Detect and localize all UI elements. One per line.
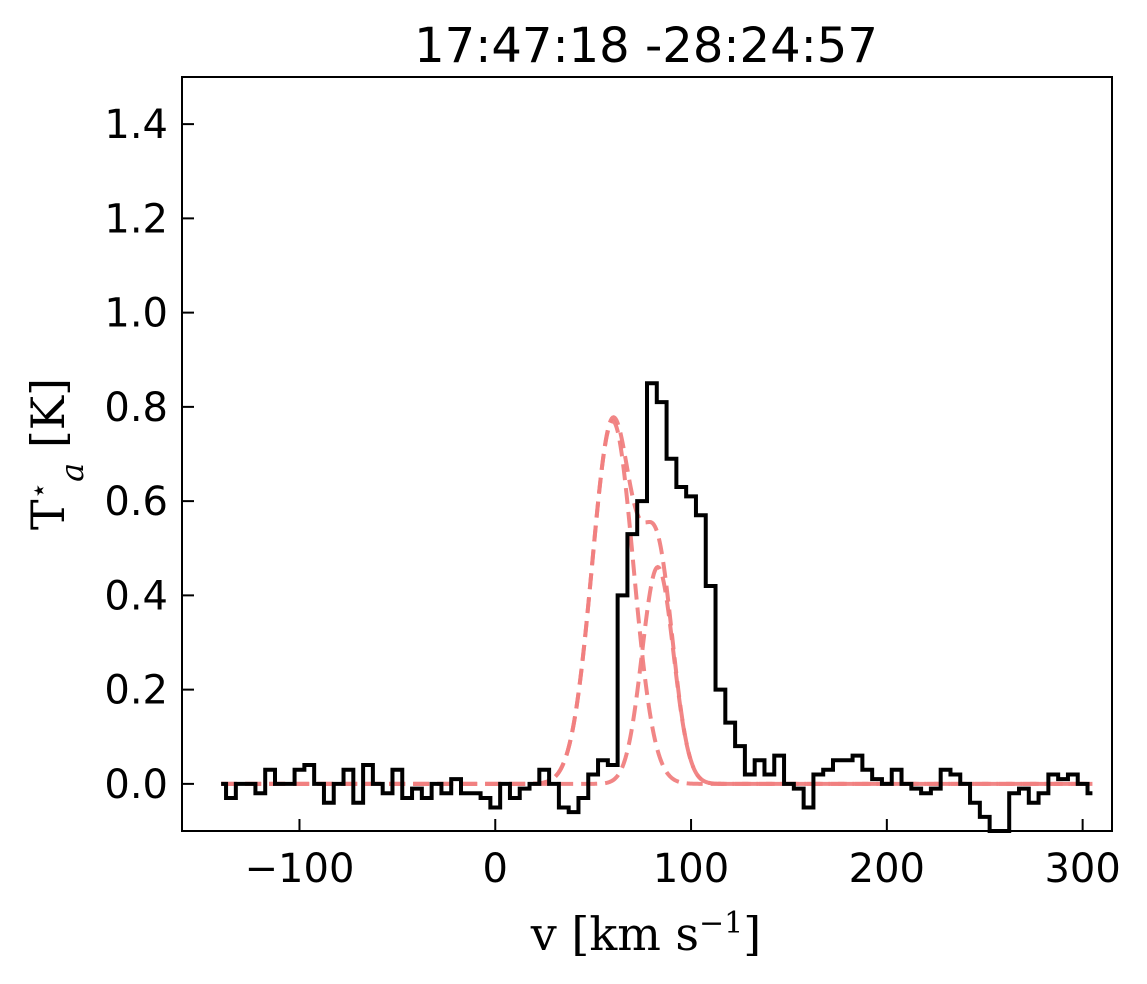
plot-area: −100 0 100 200 300 0.0 0.2 0.4 0.6 0.8 1.0 1.2 1.4 <box>104 76 1121 892</box>
y-tick-label: 1.4 <box>104 102 168 148</box>
y-axis-label-superscript: ⋆ <box>22 482 55 500</box>
y-axis-label-subscript: a <box>53 463 91 482</box>
x-tick-label: 100 <box>653 846 729 892</box>
fit-component-1 <box>221 418 1093 786</box>
x-tick-label: 200 <box>849 846 925 892</box>
x-ticks: −100 0 100 200 300 <box>245 819 1121 892</box>
y-ticks: 0.0 0.2 0.4 0.6 0.8 1.0 1.2 1.4 <box>104 102 194 808</box>
fit-sum-curve <box>221 415 1093 786</box>
y-tick-label: 0.4 <box>104 573 168 619</box>
x-axis-label: v [km s−1] <box>530 906 761 962</box>
y-tick-label: 0.2 <box>104 668 168 714</box>
spectrum-step-line <box>221 381 1093 833</box>
y-tick-label: 1.0 <box>104 291 168 337</box>
series-layer <box>221 381 1093 833</box>
x-tick-label: 300 <box>1044 846 1120 892</box>
y-tick-label: 0.0 <box>104 762 168 808</box>
y-axis-label: T⋆a [K] <box>21 378 91 530</box>
y-tick-label: 0.6 <box>104 479 168 525</box>
x-axis-label-superscript: −1 <box>699 906 743 941</box>
chart-title: 17:47:18 -28:24:57 <box>414 18 878 74</box>
y-tick-label: 1.2 <box>104 196 168 242</box>
plot-frame <box>181 76 1113 832</box>
x-tick-label: 0 <box>483 846 508 892</box>
x-tick-label: −100 <box>245 846 355 892</box>
y-tick-label: 0.8 <box>104 385 168 431</box>
